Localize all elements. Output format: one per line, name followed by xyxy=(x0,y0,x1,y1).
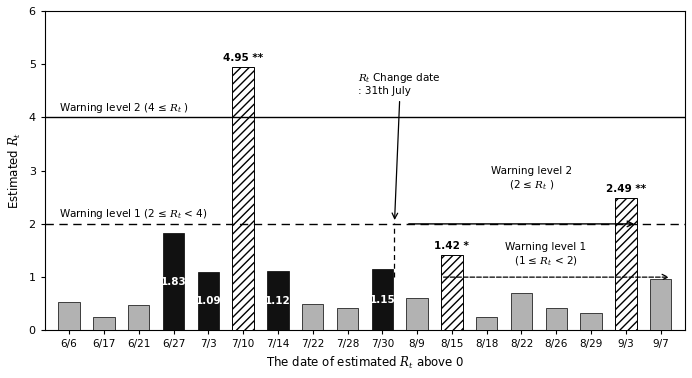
Text: 1.15: 1.15 xyxy=(370,295,395,305)
Bar xyxy=(581,313,602,330)
Text: Warning level 2
(2 ≤ $R_t$ ): Warning level 2 (2 ≤ $R_t$ ) xyxy=(491,166,572,191)
Bar xyxy=(545,308,567,330)
Text: 4.95 **: 4.95 ** xyxy=(223,53,263,63)
Bar xyxy=(267,271,289,330)
Bar xyxy=(233,67,254,330)
Bar xyxy=(58,302,80,330)
Text: 1.12: 1.12 xyxy=(265,296,291,305)
Bar xyxy=(476,317,498,330)
Bar xyxy=(441,255,463,330)
Text: Warning level 1 (2 ≤ $R_t$ < 4): Warning level 1 (2 ≤ $R_t$ < 4) xyxy=(59,207,208,221)
Text: Warning level 2 (4 ≤ $R_t$ ): Warning level 2 (4 ≤ $R_t$ ) xyxy=(59,101,189,115)
Bar xyxy=(197,272,219,330)
Bar xyxy=(615,198,637,330)
Bar xyxy=(337,308,358,330)
Bar xyxy=(511,293,532,330)
Bar xyxy=(372,269,393,330)
Y-axis label: Estimated $R_t$: Estimated $R_t$ xyxy=(7,132,23,209)
Bar xyxy=(128,305,149,330)
X-axis label: The date of estimated $R_t$ above 0: The date of estimated $R_t$ above 0 xyxy=(266,355,464,371)
Bar xyxy=(93,317,115,330)
Bar xyxy=(406,298,428,330)
Bar xyxy=(163,233,184,330)
Text: $R_t$ Change date
: 31th July: $R_t$ Change date : 31th July xyxy=(358,71,440,96)
Text: 2.49 **: 2.49 ** xyxy=(606,184,646,194)
Text: 1.83: 1.83 xyxy=(161,277,186,287)
Bar xyxy=(302,304,323,330)
Text: 1.09: 1.09 xyxy=(196,296,221,306)
Bar xyxy=(650,279,671,330)
Text: Warning level 1
(1 ≤ $R_t$ < 2): Warning level 1 (1 ≤ $R_t$ < 2) xyxy=(505,242,586,267)
Text: 1.42 *: 1.42 * xyxy=(435,241,469,251)
